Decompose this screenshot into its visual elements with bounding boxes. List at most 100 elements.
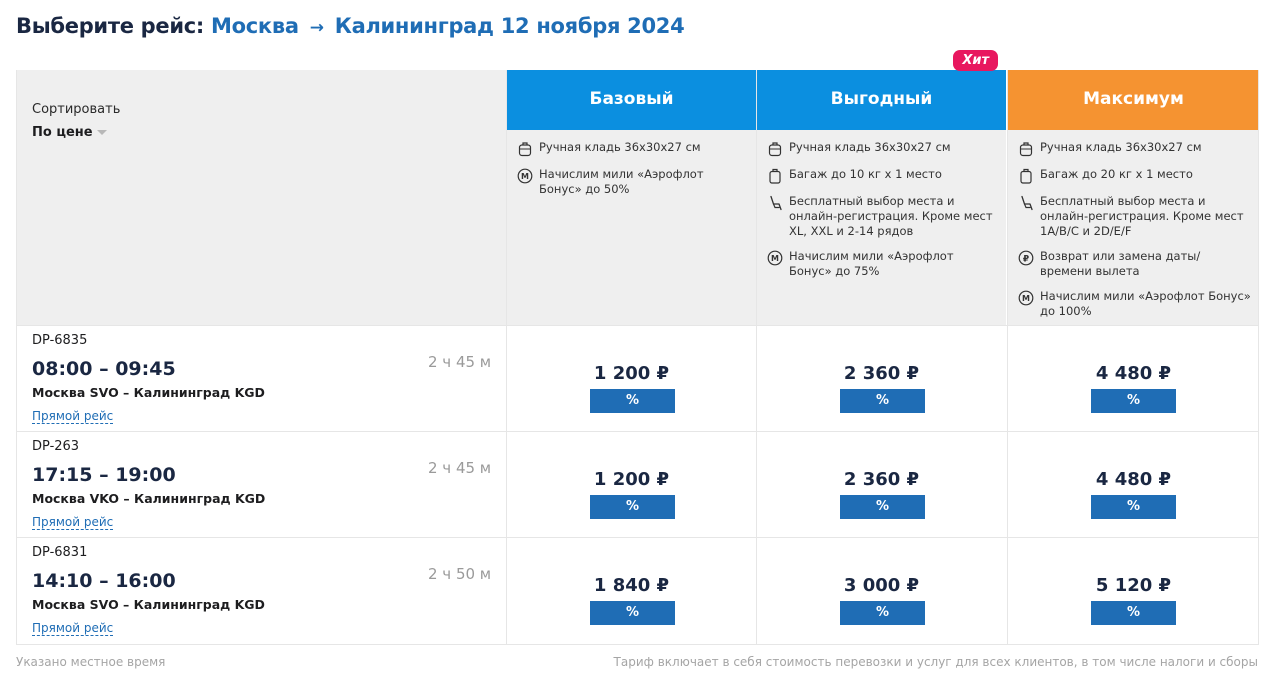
flight-times: 17:15 – 19:00 — [32, 464, 176, 486]
row-divider — [16, 325, 1259, 326]
price: 3 000 ₽ — [843, 575, 920, 596]
price-cell-profitable[interactable]: 2 360 ₽ % — [757, 326, 1006, 432]
feature-item: ₽ Возврат или замена даты/ времени вылет… — [1017, 249, 1251, 279]
tariff-note: Тариф включает в себя стоимость перевозк… — [613, 655, 1258, 669]
price: 1 200 ₽ — [593, 363, 670, 384]
sort-panel: Сортировать По цене — [16, 70, 506, 325]
discount-badge[interactable]: % — [590, 601, 675, 625]
price-cell-profitable[interactable]: 3 000 ₽ % — [757, 538, 1006, 644]
feature-text: Начислим мили «Аэрофлот Бонус» до 100% — [1040, 289, 1251, 318]
flight-duration: 2 ч 50 м — [428, 565, 492, 583]
flight-number: DP-6831 — [32, 545, 88, 560]
tariff-features: Ручная кладь 36x30x27 см M Начислим мили… — [507, 130, 756, 197]
discount-badge[interactable]: % — [1091, 389, 1176, 413]
discount-badge[interactable]: % — [1091, 495, 1176, 519]
price-cell-profitable[interactable]: 2 360 ₽ % — [757, 432, 1006, 538]
column-divider — [756, 70, 757, 645]
flight-number: DP-6835 — [32, 333, 88, 348]
feature-text: Начислим мили «Аэрофлот Бонус» до 75% — [789, 249, 954, 278]
price-cell-maximum[interactable]: 5 120 ₽ % — [1008, 538, 1259, 644]
price: 1 840 ₽ — [593, 575, 670, 596]
price-cell-basic[interactable]: 1 840 ₽ % — [507, 538, 756, 644]
feature-text: Ручная кладь 36x30x27 см — [1040, 140, 1202, 154]
sort-label: Сортировать — [32, 102, 121, 117]
discount-badge[interactable]: % — [590, 495, 675, 519]
price: 5 120 ₽ — [1095, 575, 1172, 596]
flight-number: DP-263 — [32, 439, 80, 454]
sort-dropdown[interactable]: По цене — [32, 125, 107, 140]
tariff-features: Ручная кладь 36x30x27 см Багаж до 20 кг … — [1008, 130, 1259, 319]
price-cell-maximum[interactable]: 4 480 ₽ % — [1008, 432, 1259, 538]
hand-luggage-icon — [766, 140, 784, 157]
table-border-right — [1258, 70, 1259, 645]
feature-text: Бесплатный выбор места и онлайн-регистра… — [789, 194, 993, 238]
baggage-icon — [1017, 167, 1035, 184]
tariff-features: Ручная кладь 36x30x27 см Багаж до 10 кг … — [757, 130, 1006, 279]
price: 1 200 ₽ — [593, 469, 670, 490]
tariff-header-profitable[interactable]: Выгодный — [757, 70, 1006, 130]
feature-text: Багаж до 10 кг x 1 место — [789, 167, 942, 181]
discount-badge[interactable]: % — [1091, 601, 1176, 625]
discount-badge[interactable]: % — [840, 389, 925, 413]
discount-badge[interactable]: % — [590, 389, 675, 413]
feature-item: Ручная кладь 36x30x27 см — [766, 140, 998, 157]
svg-text:₽: ₽ — [1023, 255, 1029, 265]
price: 4 480 ₽ — [1095, 363, 1172, 384]
flight-row: DP-263 17:15 – 19:00 Москва VKO – Калини… — [16, 432, 1259, 538]
flight-times: 14:10 – 16:00 — [32, 570, 176, 592]
discount-badge[interactable]: % — [840, 601, 925, 625]
feature-item: Багаж до 10 кг x 1 место — [766, 167, 998, 184]
feature-text: Бесплатный выбор места и онлайн-регистра… — [1040, 194, 1244, 238]
price-cell-basic[interactable]: 1 200 ₽ % — [507, 432, 756, 538]
discount-badge[interactable]: % — [840, 495, 925, 519]
feature-item: Бесплатный выбор места и онлайн-регистра… — [766, 194, 998, 239]
seat-icon — [766, 194, 784, 211]
sort-value: По цене — [32, 125, 93, 140]
direct-flight-link[interactable]: Прямой рейс — [32, 621, 114, 636]
svg-text:M: M — [1022, 294, 1030, 303]
table-border-left — [16, 70, 17, 645]
price-cell-maximum[interactable]: 4 480 ₽ % — [1008, 326, 1259, 432]
price-cell-basic[interactable]: 1 200 ₽ % — [507, 326, 756, 432]
flight-route: Москва SVO – Калининград KGD — [32, 385, 265, 400]
row-divider — [16, 537, 1259, 538]
arrow-right-icon: → — [309, 18, 324, 38]
flight-duration: 2 ч 45 м — [428, 459, 492, 477]
feature-text: Ручная кладь 36x30x27 см — [789, 140, 951, 154]
feature-item: M Начислим мили «Аэрофлот Бонус» до 75% — [766, 249, 998, 279]
tariff-column-profitable: Хит Выгодный Ручная кладь 36x30x27 см Ба… — [757, 50, 1006, 325]
title-prefix: Выберите рейс: — [16, 14, 205, 38]
flight-row: DP-6831 14:10 – 16:00 Москва SVO – Калин… — [16, 538, 1259, 644]
feature-text: Ручная кладь 36x30x27 см — [539, 140, 701, 154]
chevron-down-icon — [96, 130, 107, 135]
flight-row: DP-6835 08:00 – 09:45 Москва SVO – Калин… — [16, 326, 1259, 432]
seat-icon — [1017, 194, 1035, 211]
feature-item: Ручная кладь 36x30x27 см — [516, 140, 748, 157]
feature-text: Багаж до 20 кг x 1 место — [1040, 167, 1193, 181]
tariff-header-maximum[interactable]: Максимум — [1008, 70, 1259, 130]
tariff-header-basic[interactable]: Базовый — [507, 70, 756, 130]
flight-duration: 2 ч 45 м — [428, 353, 492, 371]
flight-times: 08:00 – 09:45 — [32, 358, 176, 380]
feature-text: Возврат или замена даты/ времени вылета — [1040, 249, 1201, 278]
feature-item: Бесплатный выбор места и онлайн-регистра… — [1017, 194, 1251, 239]
miles-icon: M — [766, 249, 784, 266]
hit-badge: Хит — [953, 50, 998, 71]
refund-icon: ₽ — [1017, 249, 1035, 266]
column-divider — [506, 70, 507, 645]
direct-flight-link[interactable]: Прямой рейс — [32, 409, 114, 424]
feature-text: Начислим мили «Аэрофлот Бонус» до 50% — [539, 167, 704, 196]
feature-item: M Начислим мили «Аэрофлот Бонус» до 100% — [1017, 289, 1251, 319]
page-title: Выберите рейс: Москва → Калининград 12 н… — [16, 14, 685, 38]
direct-flight-link[interactable]: Прямой рейс — [32, 515, 114, 530]
title-origin: Москва — [211, 14, 299, 38]
miles-icon: M — [1017, 289, 1035, 306]
baggage-icon — [766, 167, 784, 184]
feature-item: M Начислим мили «Аэрофлот Бонус» до 50% — [516, 167, 748, 197]
svg-text:M: M — [521, 172, 529, 181]
title-destination-date: Калининград 12 ноября 2024 — [334, 14, 685, 38]
price: 2 360 ₽ — [843, 363, 920, 384]
flight-table: Сортировать По цене Базовый Ручная кладь… — [16, 50, 1259, 645]
flight-route: Москва SVO – Калининград KGD — [32, 597, 265, 612]
svg-text:M: M — [771, 254, 779, 263]
